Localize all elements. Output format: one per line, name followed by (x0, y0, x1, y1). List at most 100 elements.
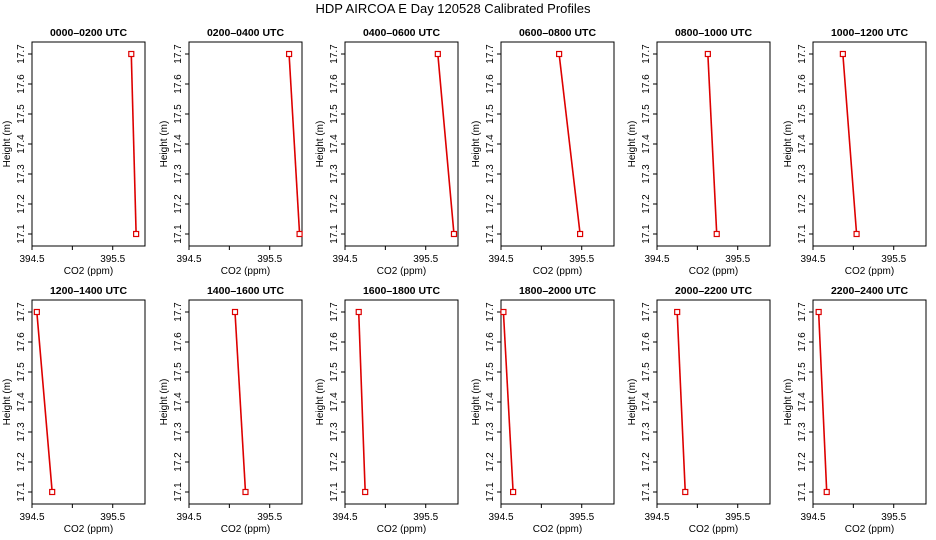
x-axis-label: CO2 (ppm) (533, 266, 582, 277)
y-tick-label: 17.2 (173, 452, 184, 472)
y-tick-label: 17.7 (485, 302, 496, 322)
x-tick-label: 394.5 (644, 254, 669, 265)
x-axis-label: CO2 (ppm) (377, 524, 426, 535)
profile-point (823, 488, 830, 496)
profile-point (33, 308, 40, 316)
profile-point (296, 230, 303, 238)
panel-11: 2000–2200 UTC 17.1 17.2 17.3 17.4 17.5 17.6 17.… (627, 285, 771, 535)
y-tick-label: 17.3 (485, 164, 496, 184)
plot-frame (344, 41, 459, 247)
panel-title: 0400–0600 UTC (363, 27, 440, 39)
plot-frame (656, 299, 771, 505)
plot-frame (500, 299, 615, 505)
x-tick-label: 395.5 (100, 512, 125, 523)
y-tick-label: 17.7 (641, 302, 652, 322)
y-tick-label: 17.5 (16, 362, 27, 382)
y-tick-label: 17.1 (16, 482, 27, 502)
panels-container: 0000–0200 UTC 17.1 17.2 17.3 17.4 17.5 17.6 17.… (2, 27, 927, 535)
y-tick-label: 17.1 (173, 224, 184, 244)
panel-9: 1600–1800 UTC 17.1 17.2 17.3 17.4 17.5 17.6 17.… (315, 285, 459, 535)
y-tick-label: 17.5 (641, 104, 652, 124)
panel-7: 1200–1400 UTC 17.1 17.2 17.3 17.4 17.5 17.6 17.… (2, 285, 146, 535)
profile-point (839, 50, 846, 58)
profile-point (510, 488, 517, 496)
x-axis-label: CO2 (ppm) (689, 524, 738, 535)
profile-line (558, 53, 581, 235)
profile-line (842, 53, 858, 235)
profile-point (362, 488, 369, 496)
profile-line (817, 311, 828, 493)
y-tick-label: 17.1 (641, 224, 652, 244)
y-tick-label: 17.4 (641, 134, 652, 154)
panel-4: 0600–0800 UTC 17.1 17.2 17.3 17.4 17.5 17.6 17.… (471, 27, 615, 277)
x-tick-label: 394.5 (332, 512, 357, 523)
y-tick-label: 17.7 (16, 302, 27, 322)
y-axis-label: Height (m) (159, 379, 170, 426)
profile-line (288, 53, 301, 235)
panel-5: 0800–1000 UTC 17.1 17.2 17.3 17.4 17.5 17.6 17.… (627, 27, 771, 277)
y-axis-label: Height (m) (2, 379, 13, 426)
y-tick-label: 17.6 (16, 74, 27, 94)
x-axis-label: CO2 (ppm) (64, 266, 113, 277)
x-tick-label: 394.5 (488, 512, 513, 523)
y-tick-label: 17.3 (641, 164, 652, 184)
panel-6: 1000–1200 UTC 17.1 17.2 17.3 17.4 17.5 17.6 17.… (783, 27, 927, 277)
y-tick-label: 17.2 (16, 194, 27, 214)
y-tick-label: 17.1 (16, 224, 27, 244)
x-tick-label: 395.5 (569, 254, 594, 265)
y-tick-label: 17.7 (797, 302, 808, 322)
y-tick-label: 17.5 (16, 104, 27, 124)
y-tick-label: 17.2 (641, 194, 652, 214)
y-tick-label: 17.5 (329, 362, 340, 382)
x-axis-label: CO2 (ppm) (221, 266, 270, 277)
plot-frame (500, 41, 615, 247)
y-tick-label: 17.3 (16, 164, 27, 184)
x-tick-label: 395.5 (569, 512, 594, 523)
profile-point (556, 50, 563, 58)
x-tick-label: 395.5 (413, 512, 438, 523)
profile-point (674, 308, 681, 316)
x-tick-label: 394.5 (332, 254, 357, 265)
profile-point (242, 488, 249, 496)
x-axis-label: CO2 (ppm) (377, 266, 426, 277)
x-tick-label: 394.5 (176, 512, 201, 523)
profile-line (676, 311, 687, 493)
profile-point (450, 230, 458, 238)
y-tick-label: 17.2 (329, 452, 340, 472)
y-tick-label: 17.4 (797, 392, 808, 412)
panel-title: 2200–2400 UTC (831, 285, 908, 297)
profile-point (434, 50, 441, 58)
y-tick-label: 17.2 (173, 194, 184, 214)
plot-frame (812, 41, 927, 247)
y-tick-label: 17.6 (797, 332, 808, 352)
x-tick-label: 395.5 (725, 254, 750, 265)
y-axis-label: Height (m) (627, 379, 638, 426)
profile-line (36, 311, 53, 493)
x-axis-label: CO2 (ppm) (689, 266, 738, 277)
x-tick-label: 394.5 (488, 254, 513, 265)
y-tick-label: 17.5 (641, 362, 652, 382)
panel-title: 1200–1400 UTC (50, 285, 127, 297)
panel-1: 0000–0200 UTC 17.1 17.2 17.3 17.4 17.5 17.6 17.… (2, 27, 146, 277)
y-tick-label: 17.7 (16, 44, 27, 64)
x-axis-label: CO2 (ppm) (845, 524, 894, 535)
profile-point (713, 230, 720, 238)
y-tick-label: 17.6 (797, 74, 808, 94)
profile-line (502, 311, 514, 493)
y-tick-label: 17.7 (329, 302, 340, 322)
y-tick-label: 17.5 (329, 104, 340, 124)
y-tick-label: 17.6 (173, 74, 184, 94)
y-tick-label: 17.5 (173, 104, 184, 124)
y-tick-label: 17.5 (485, 362, 496, 382)
panel-2: 0200–0400 UTC 17.1 17.2 17.3 17.4 17.5 17.6 17.… (159, 27, 303, 277)
x-tick-label: 394.5 (800, 512, 825, 523)
plot-frame (31, 299, 146, 505)
y-tick-label: 17.4 (173, 134, 184, 154)
y-tick-label: 17.4 (16, 392, 27, 412)
profile-point (49, 488, 56, 496)
panel-title: 1800–2000 UTC (519, 285, 596, 297)
y-tick-label: 17.2 (641, 452, 652, 472)
y-axis-label: Height (m) (783, 121, 794, 168)
y-tick-label: 17.1 (329, 482, 340, 502)
y-tick-label: 17.4 (797, 134, 808, 154)
